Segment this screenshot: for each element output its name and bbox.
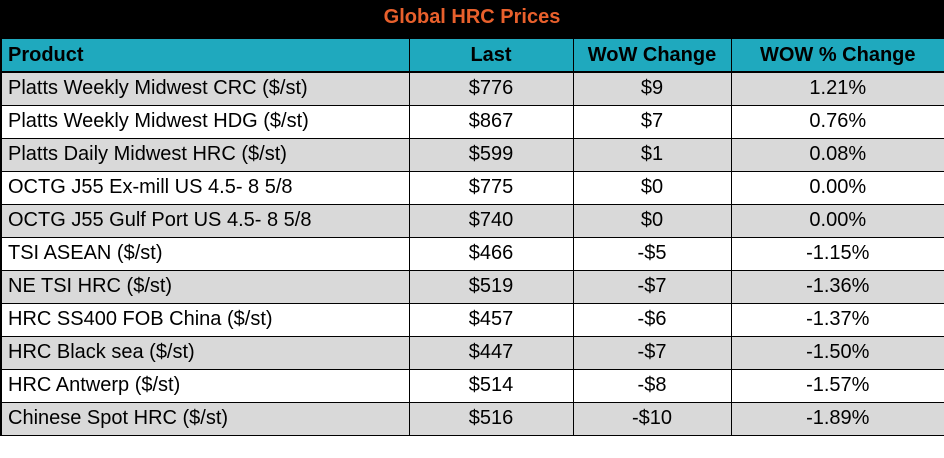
cell-product: HRC Antwerp ($/st) [0,368,410,403]
cell-product: NE TSI HRC ($/st) [0,269,410,304]
cell-wow-change: -$7 [572,269,732,304]
cell-wow-pct-change: -1.36% [730,269,944,304]
cell-wow-pct-change: 0.00% [730,170,944,205]
cell-wow-change: $0 [572,203,732,238]
cell-wow-pct-change: -1.89% [730,401,944,436]
cell-wow-pct-change: 0.76% [730,104,944,139]
cell-product: HRC SS400 FOB China ($/st) [0,302,410,337]
table-row: Platts Weekly Midwest CRC ($/st) $776 $9… [0,71,944,106]
table-row: NE TSI HRC ($/st) $519 -$7 -1.36% [0,269,944,304]
cell-last: $599 [408,137,574,172]
cell-product: TSI ASEAN ($/st) [0,236,410,271]
cell-last: $776 [408,71,574,106]
table-row: OCTG J55 Ex-mill US 4.5- 8 5/8 $775 $0 0… [0,170,944,205]
table-row: OCTG J55 Gulf Port US 4.5- 8 5/8 $740 $0… [0,203,944,238]
cell-last: $447 [408,335,574,370]
table-row: Platts Weekly Midwest HDG ($/st) $867 $7… [0,104,944,139]
cell-wow-change: -$7 [572,335,732,370]
cell-last: $519 [408,269,574,304]
column-header-wow-change: WoW Change [572,37,732,73]
cell-wow-change: -$5 [572,236,732,271]
cell-wow-pct-change: 1.21% [730,71,944,106]
cell-wow-change: -$8 [572,368,732,403]
cell-wow-change: -$10 [572,401,732,436]
cell-product: Chinese Spot HRC ($/st) [0,401,410,436]
cell-last: $516 [408,401,574,436]
cell-last: $740 [408,203,574,238]
column-header-wow-pct-change: WOW % Change [730,37,944,73]
cell-wow-change: -$6 [572,302,732,337]
cell-wow-pct-change: -1.37% [730,302,944,337]
table-row: HRC Antwerp ($/st) $514 -$8 -1.57% [0,368,944,403]
column-header-product: Product [0,37,410,73]
cell-wow-change: $0 [572,170,732,205]
cell-last: $775 [408,170,574,205]
cell-wow-change: $9 [572,71,732,106]
table-row: Chinese Spot HRC ($/st) $516 -$10 -1.89% [0,401,944,436]
table-row: HRC SS400 FOB China ($/st) $457 -$6 -1.3… [0,302,944,337]
cell-product: HRC Black sea ($/st) [0,335,410,370]
cell-product: OCTG J55 Gulf Port US 4.5- 8 5/8 [0,203,410,238]
table-title: Global HRC Prices [0,0,944,37]
table-row: TSI ASEAN ($/st) $466 -$5 -1.15% [0,236,944,271]
column-header-last: Last [408,37,574,73]
price-table: Product Last WoW Change WOW % Change Pla… [0,37,944,436]
table-row: Platts Daily Midwest HRC ($/st) $599 $1 … [0,137,944,172]
cell-product: Platts Daily Midwest HRC ($/st) [0,137,410,172]
cell-product: Platts Weekly Midwest CRC ($/st) [0,71,410,106]
cell-wow-change: $1 [572,137,732,172]
cell-product: Platts Weekly Midwest HDG ($/st) [0,104,410,139]
header-row: Product Last WoW Change WOW % Change [0,37,944,73]
cell-last: $867 [408,104,574,139]
table-row: HRC Black sea ($/st) $447 -$7 -1.50% [0,335,944,370]
cell-wow-change: $7 [572,104,732,139]
cell-wow-pct-change: -1.15% [730,236,944,271]
cell-wow-pct-change: 0.00% [730,203,944,238]
cell-wow-pct-change: -1.50% [730,335,944,370]
cell-last: $514 [408,368,574,403]
cell-product: OCTG J55 Ex-mill US 4.5- 8 5/8 [0,170,410,205]
cell-wow-pct-change: 0.08% [730,137,944,172]
cell-last: $457 [408,302,574,337]
cell-wow-pct-change: -1.57% [730,368,944,403]
cell-last: $466 [408,236,574,271]
